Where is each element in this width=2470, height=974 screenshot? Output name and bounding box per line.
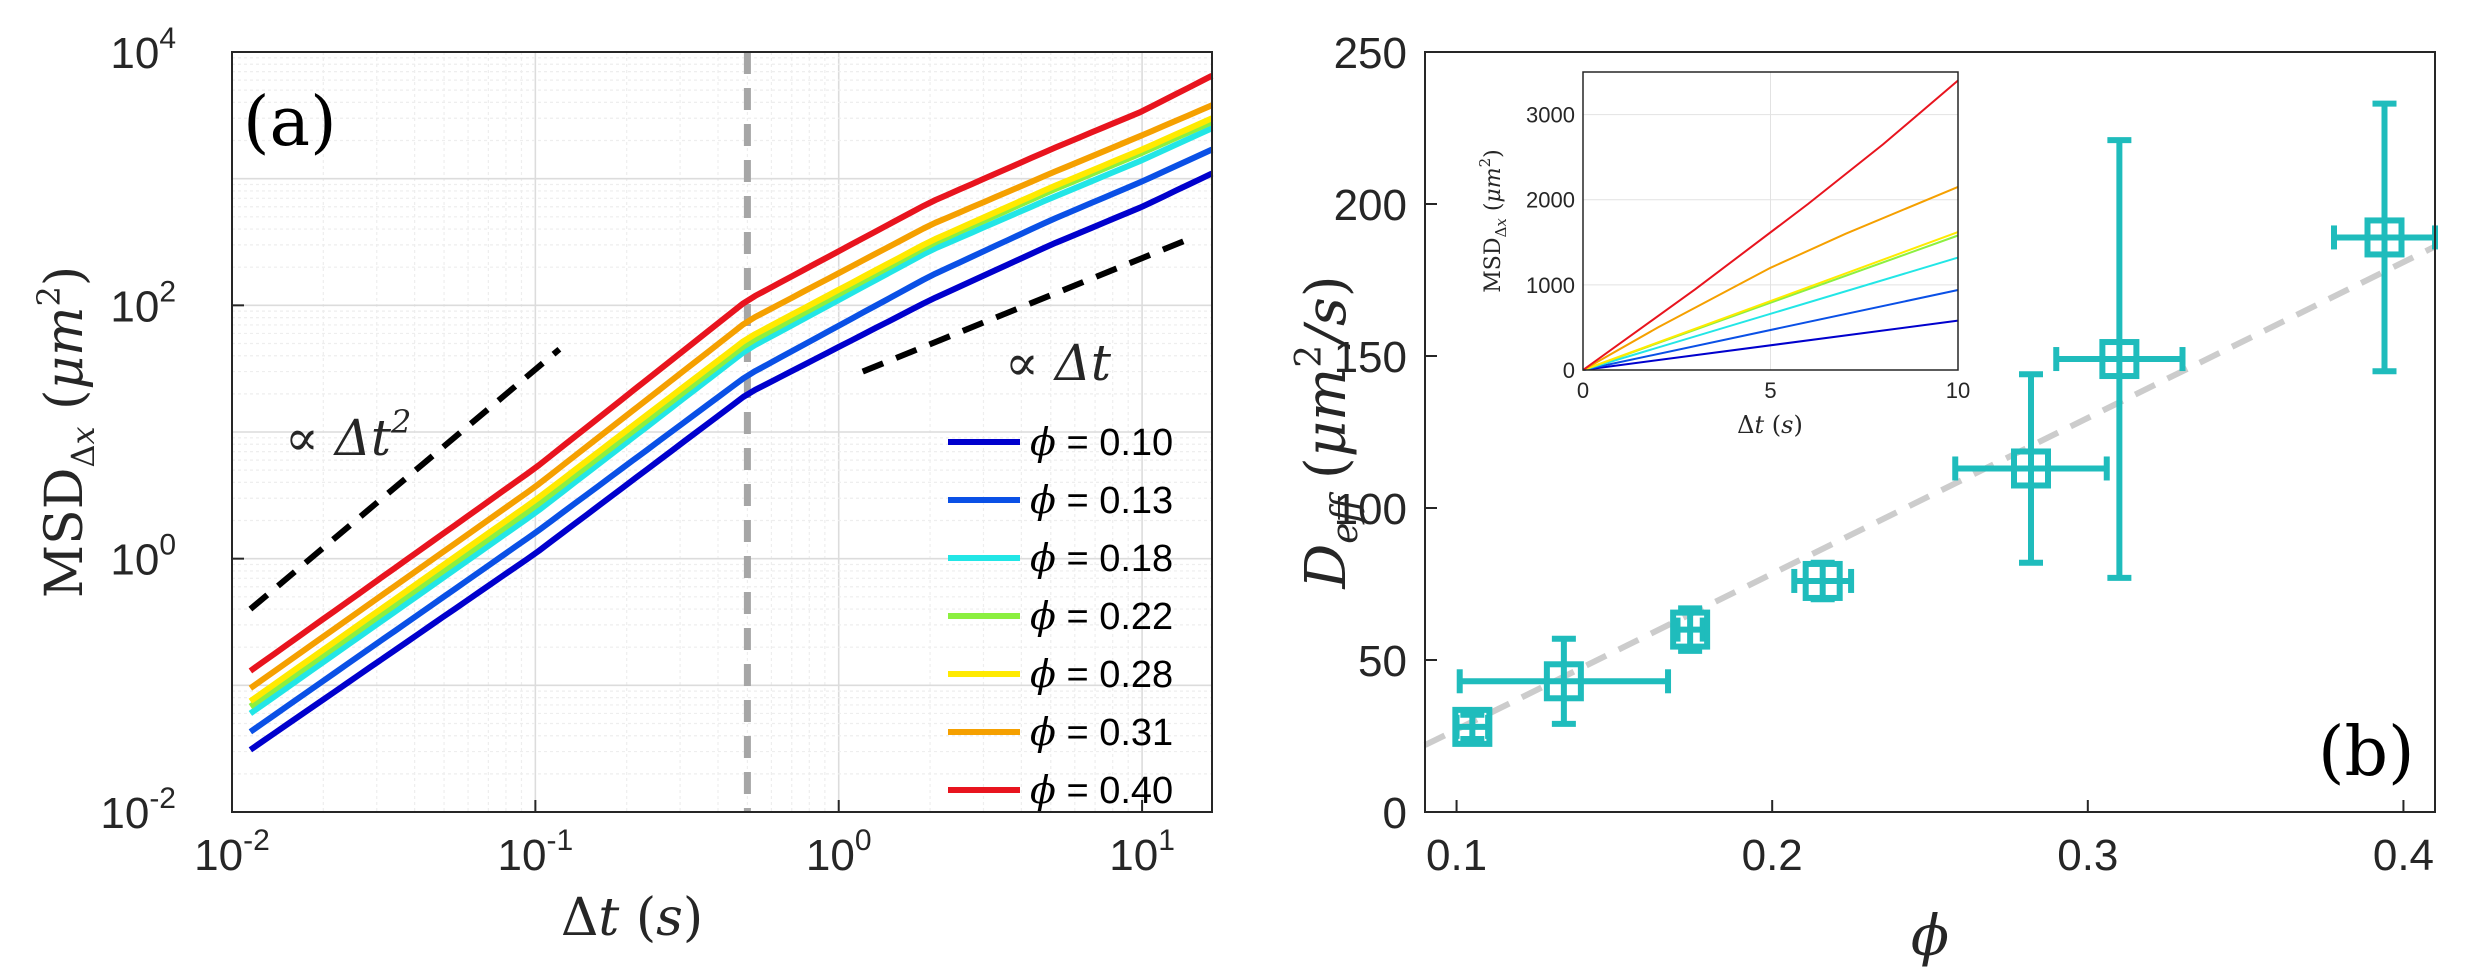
panel-b-label: (b) [2318,713,2415,792]
inset-series-line-4 [1582,231,1959,371]
data-point-1 [1456,635,1672,727]
inset-y-tick-label: 1000 [1526,273,1575,298]
inset-series-line-1 [1582,289,1959,371]
inset-y-tick-label: 0 [1563,358,1575,383]
x-tick-label: 0.4 [2373,831,2434,880]
y-tick-label: 102 [110,275,176,331]
series-line-6 [248,73,1214,674]
panel-a: 10-2 10-1 100 101 10-2 100 102 104 (a) ∝ Δt2 ∝ … [30,22,1214,948]
guide-label-dt2: ∝ Δt2 [285,403,411,467]
inset-ticks: 0 5 10 0 1000 2000 3000 [1526,103,1970,403]
guide-label-dt: ∝ Δt [1005,334,1112,392]
y-tick-label: 0 [1383,789,1407,838]
inset-x-tick-label: 0 [1577,378,1589,403]
y-tick-label: 200 [1334,181,1407,230]
data-point-3 [1791,559,1855,603]
inset-xlabel: Δt (s) [1737,411,1803,439]
inset-series-line-0 [1582,319,1959,371]
data-point-0 [1452,706,1493,747]
legend-label-1: ϕ = 0.13 [1030,478,1173,522]
legend-label-3: ϕ = 0.22 [1030,594,1173,638]
square-marker [2011,448,2051,489]
panel-b-frame [1424,51,2436,813]
inset-series-line-6 [1582,79,1959,371]
panel-b-fit-line [1423,243,2437,748]
square-marker [1543,661,1584,702]
series-line-0 [248,170,1214,753]
x-tick-label: 10-1 [498,824,574,880]
square-marker [1802,560,1843,601]
series-line-4 [248,115,1214,704]
panel-b-inset: 0 5 10 0 1000 2000 3000 Δt (s) MSDΔx (μm2) [1476,71,1970,439]
x-tick-label: 10-2 [194,824,270,880]
y-tick-label: 104 [110,22,176,78]
data-point-2 [1670,605,1711,654]
panel-b-ylabel: Deff (μm2/s) [1289,275,1366,589]
square-marker [2099,339,2140,380]
inset-series [1582,79,1959,371]
square-marker [1452,706,1493,747]
legend-label-6: ϕ = 0.40 [1030,768,1173,812]
inset-series-line-2 [1582,256,1959,371]
panel-a-series [248,73,1214,753]
panel-a-legend: ϕ = 0.10 ϕ = 0.13 ϕ = 0.18 ϕ = 0.22 ϕ = 0.28… [948,420,1173,812]
inset-x-tick-label: 5 [1764,378,1776,403]
panel-a-label: (a) [243,83,337,162]
inset-ylabel: MSDΔx (μm2) [1476,149,1510,292]
legend-label-4: ϕ = 0.28 [1030,652,1173,696]
inset-y-tick-label: 3000 [1526,103,1575,128]
legend-label-0: ϕ = 0.10 [1030,420,1173,464]
y-tick-label: 100 [110,529,176,585]
data-point-5 [2053,137,2186,581]
panel-a-guide-lines [248,233,1197,612]
x-tick-label: 0.1 [1426,831,1487,880]
guide-line-0 [248,346,562,612]
panel-b-points [1452,100,2438,747]
panel-b-xlabel: ϕ [1911,904,1949,969]
guide-line-1 [861,233,1197,375]
inset-y-tick-label: 2000 [1526,188,1575,213]
data-point-4 [1952,371,2110,566]
x-tick-label: 0.2 [1742,831,1803,880]
y-tick-label: 100 [1334,485,1407,534]
inset-x-tick-label: 10 [1946,378,1970,403]
y-tick-label: 50 [1358,637,1407,686]
x-tick-label: 100 [806,824,872,880]
square-marker [1670,609,1711,650]
inset-series-line-5 [1582,185,1959,371]
panel-a-ylabel: MSDΔx (μm2) [30,266,102,598]
series-line-5 [248,102,1214,691]
series-line-3 [248,119,1214,709]
x-tick-label: 0.3 [2057,831,2118,880]
x-tick-label: 101 [1109,824,1175,880]
inset-frame [1582,71,1959,371]
y-tick-label: 10-2 [100,782,176,838]
series-line-1 [248,146,1214,735]
series-line-2 [248,125,1214,716]
y-tick-label: 250 [1334,29,1407,78]
panel-a-ticks: 10-2 10-1 100 101 10-2 100 102 104 [100,22,1175,880]
legend-label-5: ϕ = 0.31 [1030,710,1173,754]
y-tick-label: 150 [1334,333,1407,382]
panel-a-xlabel: Δt (s) [561,888,703,948]
square-marker [2364,217,2405,258]
legend-label-2: ϕ = 0.18 [1030,536,1173,580]
panel-a-frame [231,51,1213,813]
